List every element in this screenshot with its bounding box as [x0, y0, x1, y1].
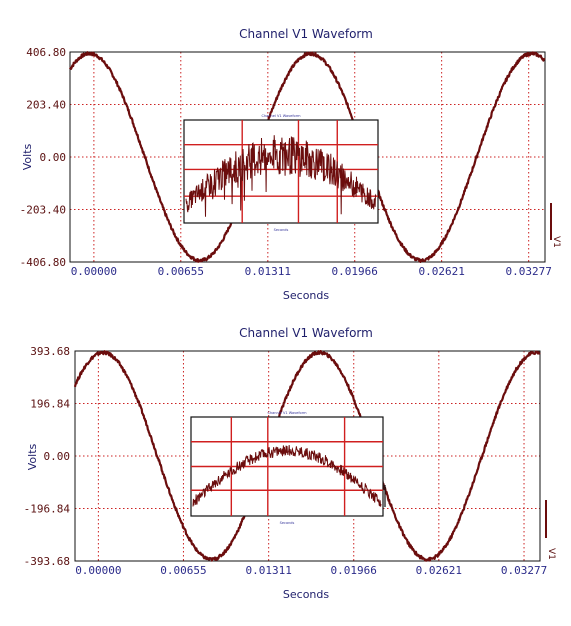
- y-tick-label: 203.40: [26, 99, 66, 112]
- chart-2-inset-title: Channel V1 Waveform: [268, 411, 308, 415]
- x-tick-label: 0.00655: [160, 564, 206, 577]
- y-tick-label: 0.00: [40, 151, 67, 164]
- chart-2-xlabel: Seconds: [283, 588, 329, 601]
- chart-1-y-ticks: 406.80 203.40 0.00 -203.40 -406.80: [20, 46, 66, 269]
- x-tick-label: 0.00000: [75, 564, 121, 577]
- chart-2-inset-gridlines: [191, 417, 383, 516]
- chart-2: Channel V1 Waveform Volts Seconds 393.68…: [24, 326, 556, 601]
- chart-2-ylabel: Volts: [26, 443, 39, 470]
- x-tick-label: 0.01311: [245, 265, 291, 278]
- series-line-v1: [69, 51, 546, 263]
- y-tick-label: -406.80: [20, 256, 66, 269]
- chart-1-series-v1: [69, 51, 546, 263]
- chart-2-inset-xlabel: Seconds: [280, 521, 295, 525]
- chart-1-xlabel: Seconds: [283, 289, 329, 302]
- chart-1-inset-title: Channel V1 Waveform: [262, 114, 302, 118]
- x-tick-label: 0.01311: [245, 564, 291, 577]
- chart-2-y-ticks: 393.68 196.84 0.00 -196.84 -393.68: [24, 345, 71, 568]
- chart-2-legend-label: V1: [546, 548, 556, 560]
- chart-1-inset: Channel V1 Waveform Seconds: [183, 114, 379, 232]
- x-tick-label: 0.00000: [71, 265, 117, 278]
- chart-2-title: Channel V1 Waveform: [239, 326, 373, 340]
- y-tick-label: -203.40: [20, 204, 66, 217]
- series-line-v1: [73, 350, 541, 562]
- x-tick-label: 0.03277: [506, 265, 552, 278]
- chart-1-title: Channel V1 Waveform: [239, 27, 373, 41]
- y-tick-label: 406.80: [26, 46, 66, 59]
- y-tick-label: 393.68: [30, 345, 70, 358]
- x-tick-label: 0.01966: [331, 564, 377, 577]
- x-tick-label: 0.01966: [332, 265, 378, 278]
- chart-1-inset-xlabel: Seconds: [274, 228, 289, 232]
- x-tick-label: 0.02621: [418, 265, 464, 278]
- chart-1: Channel V1 Waveform Volts Seconds 406.80…: [20, 27, 561, 302]
- y-tick-label: -393.68: [24, 555, 70, 568]
- chart-1-inset-frame: [183, 119, 379, 224]
- x-tick-label: 0.03277: [501, 564, 547, 577]
- chart-2-series-v1: [73, 350, 541, 562]
- chart-1-legend-label: V1: [551, 236, 561, 248]
- chart-2-inset-series: [192, 445, 382, 507]
- chart-2-inset: Channel V1 Waveform Seconds: [190, 411, 386, 525]
- chart-1-inset-series: [185, 135, 377, 217]
- chart-1-ylabel: Volts: [21, 143, 34, 170]
- y-tick-label: 196.84: [30, 398, 70, 411]
- chart-2-x-ticks: 0.00000 0.00655 0.01311 0.01966 0.02621 0.032…: [75, 564, 547, 577]
- y-tick-label: -196.84: [24, 503, 71, 516]
- chart-1-x-ticks: 0.00000 0.00655 0.01311 0.01966 0.02621 0.032…: [71, 265, 552, 278]
- x-tick-label: 0.02621: [416, 564, 462, 577]
- chart-2-plot-frame: [74, 350, 541, 562]
- x-tick-label: 0.00655: [158, 265, 204, 278]
- y-tick-label: 0.00: [44, 450, 71, 463]
